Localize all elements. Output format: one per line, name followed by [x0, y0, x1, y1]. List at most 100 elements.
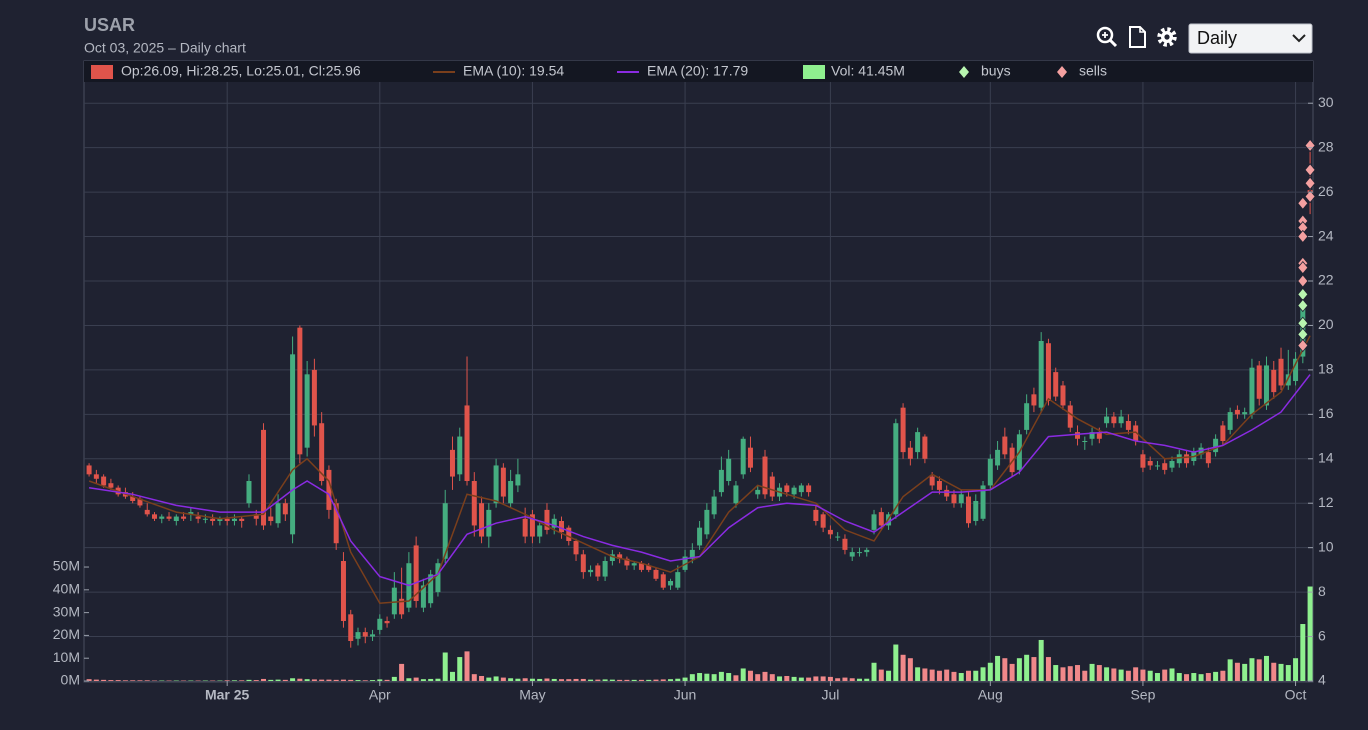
volume-bar	[813, 676, 819, 681]
zoom-icon	[1096, 26, 1114, 44]
volume-bar	[1133, 667, 1139, 681]
volume-bar	[1300, 624, 1306, 681]
x-tick-label: May	[519, 687, 545, 703]
ema-lines	[88, 335, 1311, 604]
volume-bar	[1118, 669, 1124, 681]
candle-body	[253, 514, 259, 519]
candle-body	[188, 512, 194, 515]
candle-body	[202, 518, 208, 520]
volume-bar	[384, 679, 390, 681]
candle-body	[1111, 416, 1117, 424]
y-tick-label: 22	[1318, 272, 1334, 288]
volume-bar	[711, 674, 717, 681]
volume-bar	[936, 670, 942, 681]
document-button[interactable]	[1129, 26, 1146, 48]
candle-body	[93, 474, 99, 479]
volume-bar	[500, 677, 506, 681]
candle-body	[697, 527, 703, 546]
volume-bar	[791, 676, 797, 681]
volume-bar	[464, 651, 470, 681]
candle-body	[377, 618, 383, 630]
volume-bar	[718, 671, 724, 681]
y2-tick-label: 30M	[53, 603, 80, 619]
candle-body	[1031, 394, 1037, 406]
select-value: Daily	[1197, 28, 1237, 48]
x-tick-label: Apr	[369, 687, 391, 703]
interval-select[interactable]: Daily	[1188, 23, 1313, 54]
volume-bar	[944, 669, 950, 681]
candle-body	[907, 447, 913, 459]
candle-body	[370, 634, 376, 637]
candle-body	[348, 614, 354, 641]
candle-body	[602, 561, 608, 577]
volume-bar	[515, 678, 521, 681]
x-tick-label: Aug	[978, 687, 1003, 703]
volume-bar	[1053, 665, 1059, 681]
candle-body	[1075, 432, 1081, 439]
volume-bar	[915, 667, 921, 681]
candle-body	[311, 369, 317, 426]
volume-bar	[108, 680, 114, 681]
volume-bar	[282, 679, 288, 681]
candle-body	[515, 474, 521, 486]
candle-body	[362, 632, 368, 637]
volume-bar	[777, 676, 783, 681]
volume-bar	[1205, 673, 1211, 681]
x-tick-label: Jul	[821, 687, 839, 703]
y2-tick-label: 0M	[61, 672, 80, 688]
volume-bar	[522, 678, 528, 681]
candle-body	[668, 581, 674, 586]
candle-body	[1176, 454, 1182, 464]
candle-body	[631, 563, 637, 566]
volume-bar	[137, 680, 143, 681]
gear-teeth	[1157, 27, 1177, 47]
candle-body	[704, 509, 710, 535]
volume-bar	[529, 678, 535, 681]
legend-label: sells	[1079, 63, 1107, 79]
trade-marker	[1297, 298, 1309, 313]
volume-bar	[929, 669, 935, 681]
candle-body	[391, 587, 397, 615]
trade-marker	[1297, 274, 1309, 288]
volume-bar	[755, 674, 761, 681]
y-tick-label: 20	[1318, 316, 1334, 332]
legend-label: EMA (20): 17.79	[647, 63, 748, 79]
candle-body	[827, 529, 833, 535]
candle-body	[101, 476, 107, 486]
candle-body	[471, 481, 477, 526]
volume-bar	[355, 680, 361, 681]
zoom-button[interactable]	[1096, 26, 1118, 48]
volume-bar	[319, 679, 325, 681]
volume-bar	[457, 657, 463, 681]
candle-body	[798, 485, 804, 493]
candle-body	[893, 423, 899, 515]
candle-body	[86, 465, 92, 475]
settings-button[interactable]	[1157, 27, 1177, 47]
candle-body	[108, 483, 114, 488]
candle-body	[1242, 412, 1248, 415]
candle-body	[268, 516, 274, 521]
volume-bar	[1016, 658, 1022, 681]
trade-marker	[1297, 261, 1309, 275]
volume-bar	[697, 673, 703, 681]
candle-body	[420, 585, 426, 608]
candle-body	[711, 496, 717, 515]
document-icon	[1129, 26, 1146, 48]
candle-body	[791, 487, 797, 495]
volume-bar	[479, 675, 485, 681]
volume-bar	[871, 662, 877, 681]
volume-bar	[1176, 673, 1182, 681]
candle-body	[682, 556, 688, 570]
candle-body	[755, 489, 761, 495]
volume-bar	[224, 680, 230, 681]
y-tick-label: 8	[1318, 583, 1326, 599]
chart-title: USAR	[84, 15, 135, 35]
volume-bar	[1060, 667, 1066, 681]
candle-body	[297, 327, 303, 455]
volume-bar	[609, 679, 615, 681]
candle-body	[922, 436, 928, 459]
volume-bar	[115, 680, 121, 681]
volume-bar	[144, 680, 150, 681]
